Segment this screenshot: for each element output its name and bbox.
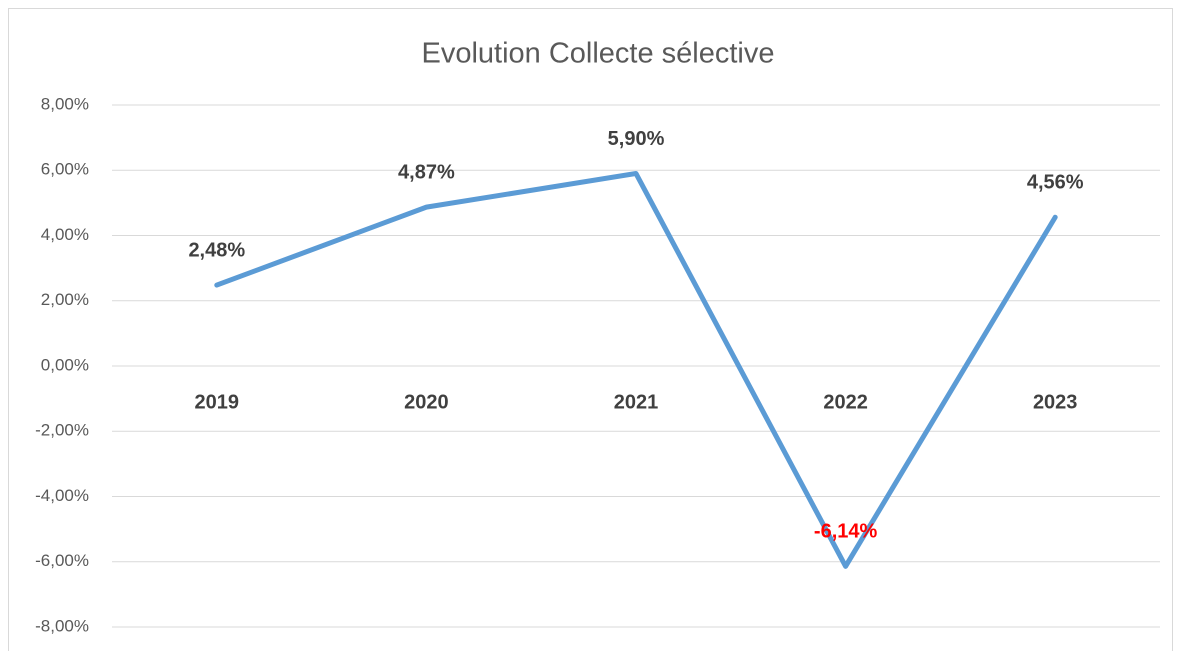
y-tick-label: 6,00% [41, 160, 89, 179]
chart-title: Evolution Collecte sélective [421, 38, 774, 70]
x-tick-label: 2020 [404, 391, 449, 413]
y-tick-label: -6,00% [35, 551, 89, 570]
y-tick-label: 4,00% [41, 225, 89, 244]
data-label: 4,87% [398, 161, 455, 183]
y-tick-label: -2,00% [35, 421, 89, 440]
y-tick-label: -8,00% [35, 616, 89, 635]
data-label: 5,90% [608, 128, 665, 150]
y-tick-label: 8,00% [41, 94, 89, 113]
x-tick-label: 2019 [195, 391, 240, 413]
y-tick-label: 2,00% [41, 290, 89, 309]
data-label: 4,56% [1027, 172, 1084, 194]
x-tick-label: 2022 [823, 391, 868, 413]
y-tick-label: -4,00% [35, 486, 89, 505]
y-tick-label: 0,00% [41, 355, 89, 374]
chart-border [8, 8, 1173, 651]
x-tick-label: 2021 [614, 391, 659, 413]
line-series [214, 171, 1058, 569]
data-label: 2,48% [188, 239, 245, 261]
x-tick-label: 2023 [1033, 391, 1078, 413]
data-label: -6,14% [814, 521, 878, 543]
